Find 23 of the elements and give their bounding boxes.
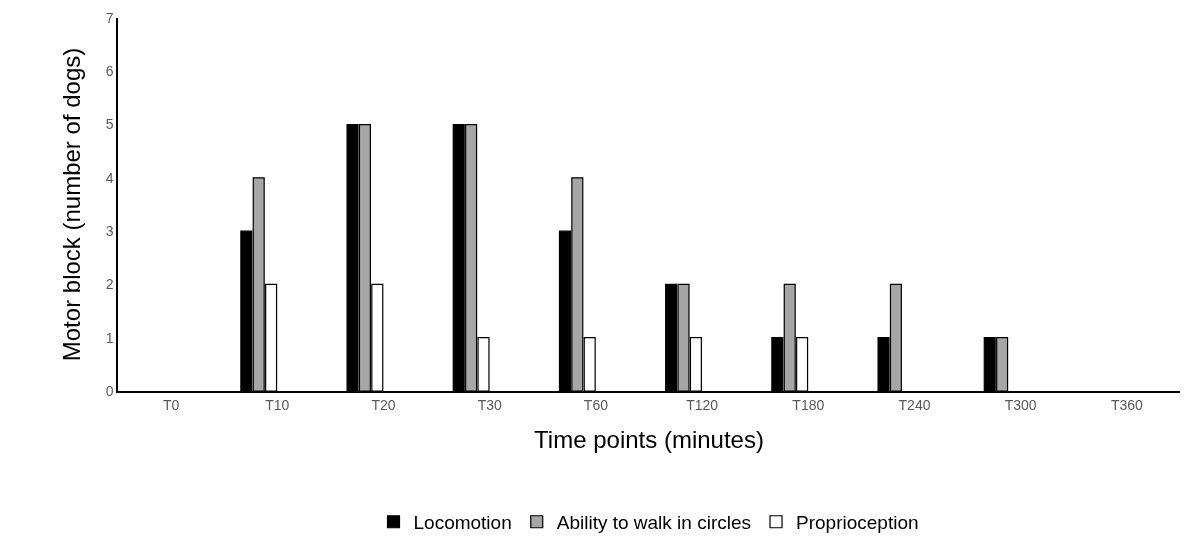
y-tick-label: 1 [105,329,114,346]
legend-label: Locomotion [413,512,512,534]
legend-label: Ability to walk in circles [556,512,752,534]
y-tick-label: 6 [105,63,114,80]
legend-label: Proprioception [796,512,919,534]
y-axis-title: Motor block (number of dogs) [58,47,86,362]
x-tick-label: T0 [162,396,180,413]
y-tick-label: 2 [105,276,114,293]
x-tick-label: T20 [371,396,396,413]
x-tick-label: T120 [686,396,719,413]
x-axis-title: Time points (minutes) [534,426,764,454]
y-tick-label: 4 [105,169,114,186]
x-tick-label: T60 [583,396,609,413]
x-tick-label: T300 [1004,396,1037,413]
x-tick-label: T10 [265,396,290,413]
x-tick-label: T30 [477,396,502,413]
y-tick-label: 7 [105,9,114,26]
x-tick-label: T180 [792,396,825,413]
x-tick-label: T360 [1110,396,1144,413]
y-tick-label: 3 [105,223,114,240]
x-tick-label: T240 [898,396,931,413]
y-tick-label: 0 [105,382,114,399]
y-tick-label: 5 [105,116,114,133]
